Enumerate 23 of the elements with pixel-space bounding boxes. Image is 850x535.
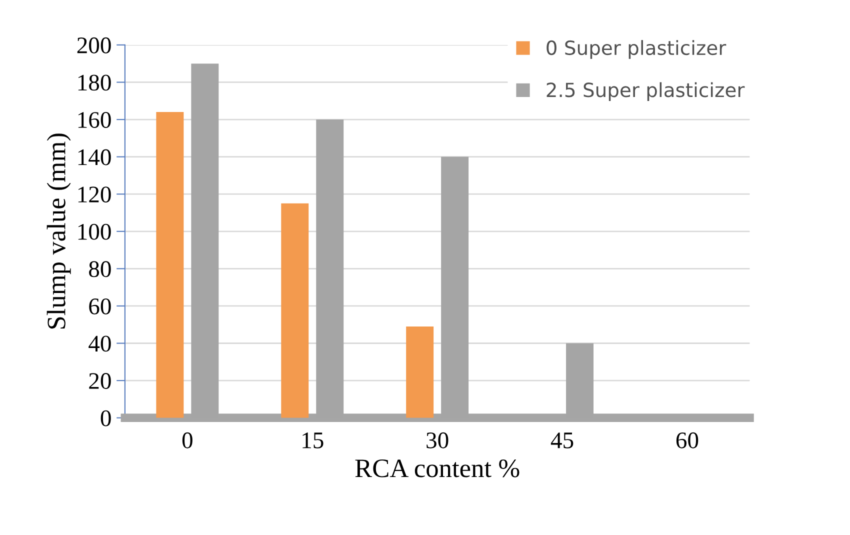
x-tick-label: 15: [302, 432, 324, 448]
x-tick-label: 30: [426, 432, 448, 448]
y-tick-label: 80: [89, 261, 111, 278]
y-tick-label: 140: [78, 149, 111, 166]
y-tick-label: 0: [100, 410, 111, 426]
bar: [156, 112, 184, 418]
bar: [406, 326, 434, 418]
x-tick-label: 60: [676, 432, 698, 448]
y-tick-label: 100: [78, 224, 111, 240]
y-tick-label: 160: [78, 112, 111, 128]
legend-label: 2.5 Super plasticizer: [546, 82, 745, 102]
x-tick-label: 0: [182, 432, 192, 448]
y-tick-label: 180: [78, 74, 111, 91]
y-tick-label: 40: [88, 336, 111, 352]
x-axis-title: RCA content %: [355, 459, 520, 478]
y-tick-label: 60: [89, 298, 111, 314]
bar: [281, 203, 309, 418]
y-tick-label: 120: [78, 186, 111, 203]
y-tick-label: 20: [89, 373, 111, 389]
y-axis-title: Slump value (mm): [46, 134, 71, 329]
y-tick-label: 200: [77, 37, 111, 54]
legend-label: 0 Super plasticizer: [546, 40, 726, 59]
x-tick-label: 45: [550, 432, 574, 448]
